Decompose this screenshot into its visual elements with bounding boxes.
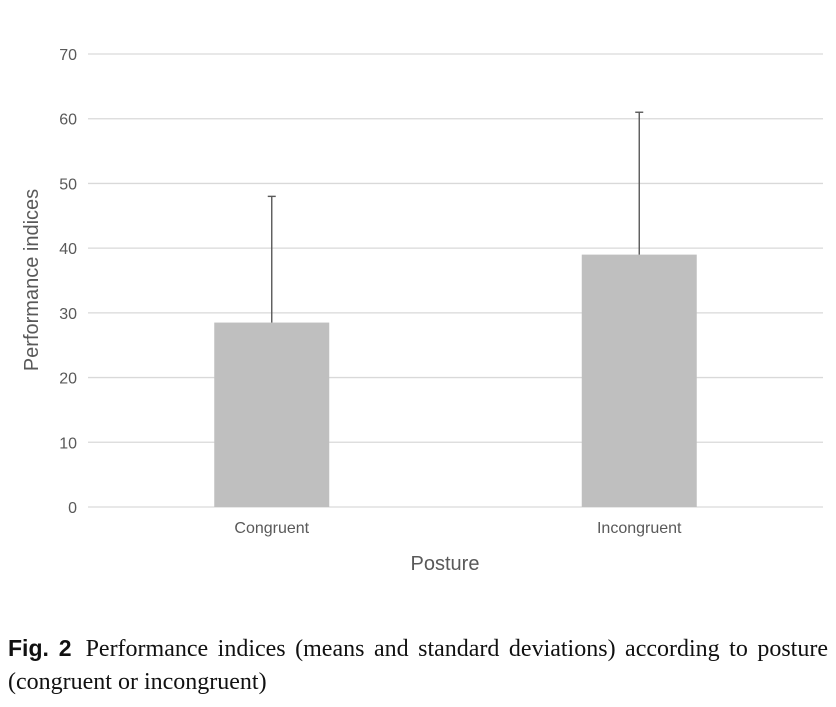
bar bbox=[581, 254, 697, 507]
bar bbox=[214, 322, 330, 507]
x-axis-title: Posture bbox=[411, 553, 480, 575]
x-tick-label: Incongruent bbox=[597, 520, 682, 537]
y-tick-labels: 0 10 20 30 40 50 60 70 bbox=[59, 47, 77, 517]
x-tick-labels: Congruent Incongruent bbox=[234, 520, 682, 537]
y-tick-label: 20 bbox=[59, 371, 77, 388]
y-tick-label: 30 bbox=[59, 306, 77, 323]
grid-lines bbox=[88, 53, 823, 508]
error-bars bbox=[267, 111, 644, 323]
figure-caption-text: Performance indices (means and standard … bbox=[8, 636, 828, 695]
y-tick-label: 60 bbox=[59, 112, 77, 129]
bar-chart: 0 10 20 30 40 50 60 70 Congruent Incongruent Per… bbox=[21, 47, 823, 575]
y-tick-label: 40 bbox=[59, 241, 77, 258]
y-tick-label: 50 bbox=[59, 176, 77, 193]
y-tick-label: 0 bbox=[68, 500, 77, 517]
y-tick-label: 70 bbox=[59, 47, 77, 64]
x-tick-label: Congruent bbox=[234, 520, 309, 537]
y-tick-label: 10 bbox=[59, 435, 77, 452]
figure-caption: Fig. 2 Performance indices (means and sta… bbox=[8, 632, 828, 699]
figure-label: Fig. 2 bbox=[8, 635, 72, 661]
y-axis-title: Performance indices bbox=[21, 189, 43, 371]
bars bbox=[214, 254, 697, 507]
